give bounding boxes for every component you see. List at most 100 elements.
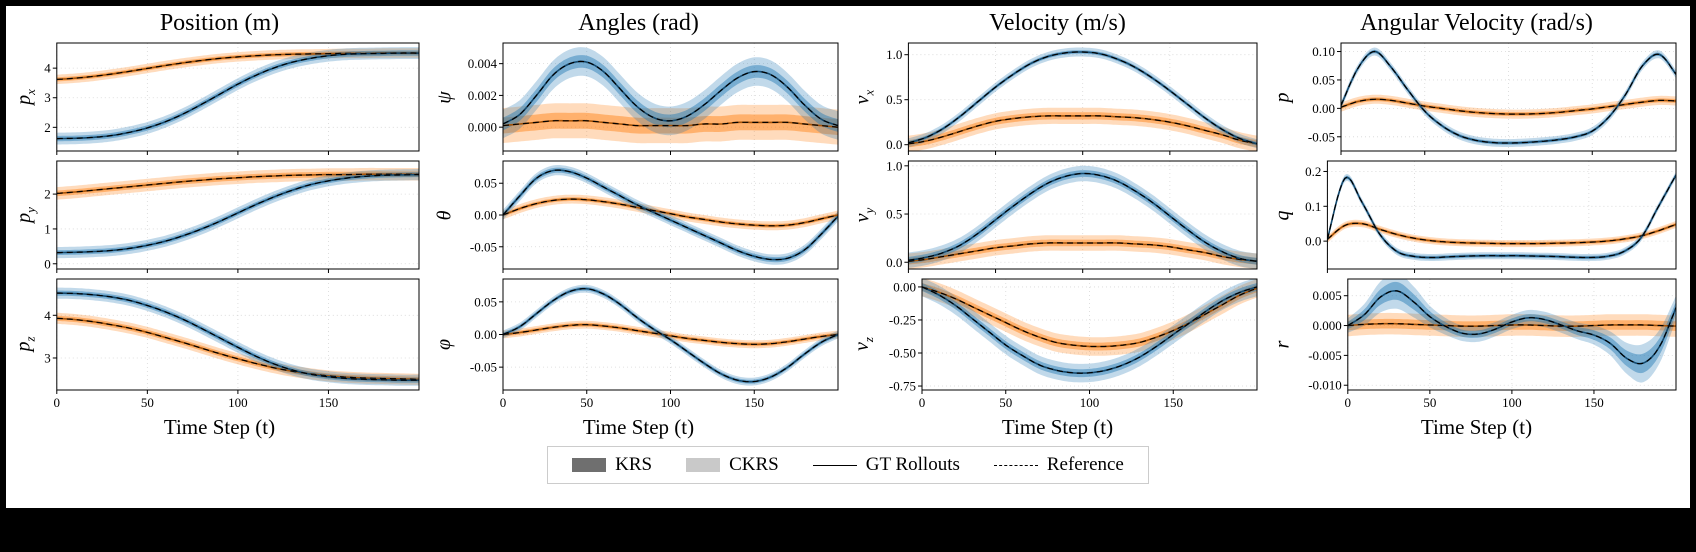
reference-line-blue (1341, 50, 1676, 144)
x-tick-label: 150 (745, 395, 765, 410)
x-tick-label: 0 (1345, 395, 1352, 410)
band-inner-orange (908, 239, 1257, 265)
y-tick-label: 3 (44, 90, 51, 105)
reference-line-blue (56, 174, 419, 254)
reference-line-orange (1327, 222, 1677, 245)
legend-dashed-line-icon (993, 464, 1038, 466)
legend-patch-icon (572, 458, 607, 472)
legend-solid-line-icon (812, 464, 857, 466)
reference-line-orange (56, 173, 419, 194)
y-tick-label: 0.00 (474, 208, 497, 223)
y-axis-label-vx: vx (850, 89, 876, 105)
y-tick-label: -0.05 (470, 239, 497, 254)
subplot-p: -0.05 0.00 0.05 0.10 (1308, 42, 1677, 155)
subplot-r: -0.010 -0.005 0.000 0.005 0 50 100 150 (1308, 278, 1677, 410)
y-axis-label-wrap: vz (850, 274, 876, 414)
y-tick-label: -0.05 (470, 360, 497, 375)
y-axis-label-wrap: θ (433, 156, 457, 274)
y-axis-label-wrap: p (1271, 38, 1295, 156)
legend-row: KRS CKRS GT Rollouts Reference (6, 446, 1690, 484)
band-outer-orange (56, 312, 420, 385)
figure: Position (m) px 2 3 4 py 0 1 2 pz 3 4 0 50 100 150 Time … (6, 6, 1690, 508)
legend: KRS CKRS GT Rollouts Reference (547, 446, 1149, 484)
reference-line-orange (908, 115, 1258, 145)
legend-label: KRS (615, 454, 653, 475)
band-outer-orange (503, 320, 838, 349)
subplot-vy: 0.0 0.5 1.0 (886, 158, 1258, 273)
y-tick-label: 0.0 (886, 255, 902, 270)
subplot-row-vx: vx 0.0 0.5 1.0 (850, 38, 1263, 156)
y-tick-label: -0.50 (889, 346, 916, 361)
band-inner-orange (503, 197, 838, 228)
legend-item-gt-rollouts: GT Rollouts (812, 454, 960, 476)
y-tick-label: 0.000 (468, 120, 497, 135)
x-tick-label: 150 (319, 395, 339, 410)
band-outer-orange (1327, 219, 1676, 248)
y-axis-label-wrap: ψ (433, 38, 457, 156)
y-axis-label-vz: vz (850, 337, 876, 351)
band-inner-orange (1327, 221, 1676, 246)
subplot-row-psi: ψ 0.000 0.002 0.004 (433, 38, 844, 156)
y-tick-label: -0.25 (889, 312, 916, 327)
subplot-row-py: py 0 1 2 (13, 156, 425, 274)
x-tick-label: 50 (1423, 395, 1436, 410)
y-tick-label: 0.2 (1305, 164, 1321, 179)
legend-item-ckrs: CKRS (686, 454, 779, 476)
y-tick-label: 0.002 (468, 88, 497, 103)
subplot-vx: 0.0 0.5 1.0 (886, 42, 1258, 155)
band-inner-blue (908, 170, 1257, 265)
y-tick-label: 4 (44, 308, 51, 323)
subplot-py: 0 1 2 (44, 160, 420, 273)
y-tick-label: 0.000 (1313, 318, 1342, 333)
x-axis-label: Time Step (t) (1420, 415, 1533, 439)
plots-grid: Position (m) px 2 3 4 py 0 1 2 pz 3 4 0 50 100 150 Time … (6, 6, 1690, 442)
subplot-row-p: p -0.05 0.00 0.05 0.10 (1271, 38, 1682, 156)
legend-label: GT Rollouts (865, 454, 960, 475)
band-outer-blue (1327, 171, 1676, 261)
y-axis-label-vy: vy (850, 207, 876, 223)
y-tick-label: 0.05 (474, 294, 497, 309)
band-outer-blue (503, 47, 838, 140)
y-axis-label-wrap: φ (433, 274, 457, 414)
subplot-row-vz: vz -0.75 -0.50 -0.25 0.00 0 50 100 150 (850, 274, 1263, 414)
band-outer-orange (908, 107, 1257, 151)
band-inner-blue (56, 290, 420, 383)
y-axis-label-psi: ψ (433, 90, 456, 104)
y-tick-label: 0.00 (893, 279, 916, 294)
column-title: Angles (rad) (578, 10, 699, 36)
reference-line-orange (56, 317, 419, 380)
x-tick-label: 0 (54, 395, 61, 410)
x-tick-label: 100 (661, 395, 681, 410)
y-axis-label-pz: pz (13, 336, 38, 352)
y-tick-label: 0.1 (1305, 199, 1321, 214)
band-inner-blue (922, 283, 1257, 378)
y-tick-label: 0.00 (474, 327, 497, 342)
y-axis-label-wrap: vy (850, 156, 876, 274)
reference-line-orange (503, 198, 838, 227)
y-tick-label: 4 (44, 61, 51, 76)
y-tick-label: 0.05 (1312, 72, 1335, 87)
y-axis-label-q: q (1271, 210, 1294, 220)
band-outer-orange (503, 194, 838, 231)
y-tick-label: 0.00 (1312, 101, 1335, 116)
subplot-row-px: px 2 3 4 (13, 38, 425, 156)
reference-line-blue (908, 172, 1258, 262)
band-outer-blue (922, 279, 1257, 383)
y-tick-label: 0.0 (886, 137, 902, 152)
x-tick-label: 150 (1584, 395, 1604, 410)
y-tick-label: 0.05 (474, 176, 497, 191)
reference-line-orange (922, 286, 1257, 348)
y-axis-label-px: px (13, 89, 38, 105)
reference-line-orange (1341, 98, 1676, 115)
band-outer-blue (908, 165, 1257, 269)
y-tick-label: 0.5 (886, 92, 902, 107)
subplot-row-r: r -0.010 -0.005 0.000 0.005 0 50 100 150 (1271, 274, 1682, 414)
x-tick-label: 50 (999, 395, 1012, 410)
y-tick-label: 2 (44, 120, 51, 135)
y-tick-label: -0.05 (1308, 129, 1335, 144)
legend-label: Reference (1046, 454, 1124, 475)
legend-item-krs: KRS (572, 454, 652, 476)
reference-line-blue (503, 288, 838, 383)
subplot-row-vy: vy 0.0 0.5 1.0 (850, 156, 1263, 274)
reference-line-blue (503, 169, 838, 261)
